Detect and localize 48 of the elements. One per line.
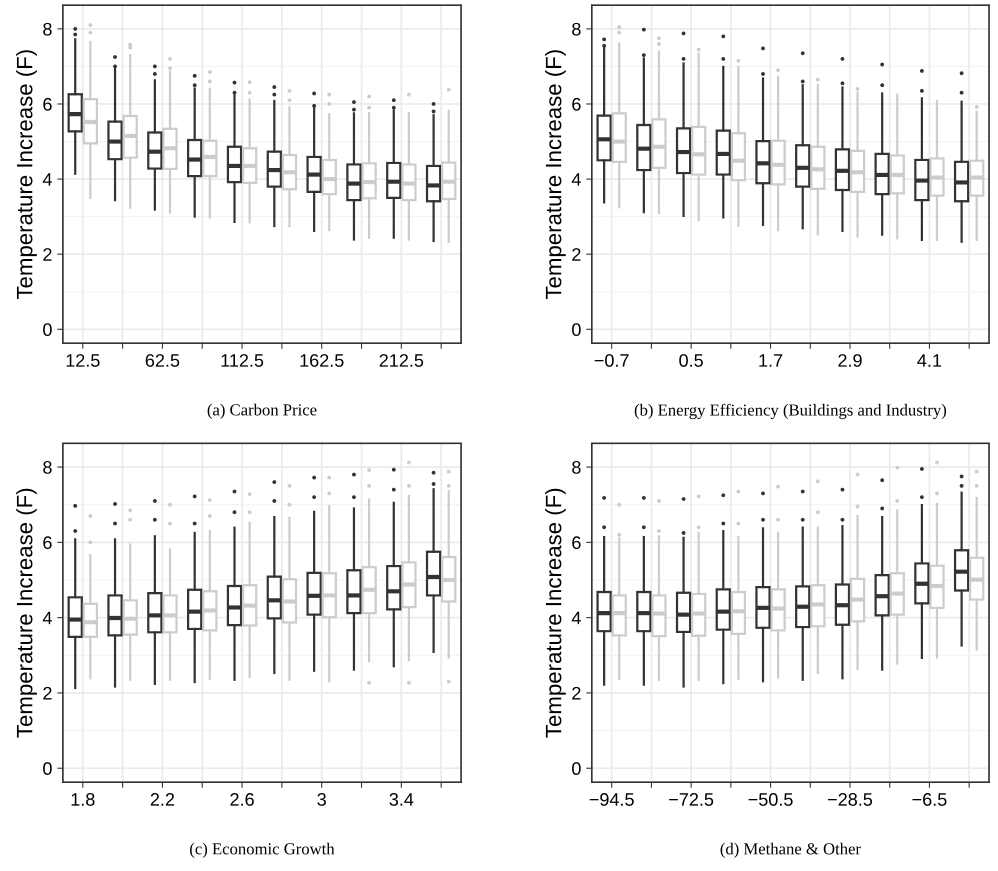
x-tick-label: 12.5	[66, 354, 100, 367]
x-tick-label: 2.6	[230, 793, 254, 806]
x-tick-label: −94.5	[590, 793, 634, 806]
x-tick-label: 3	[317, 793, 326, 806]
x-tick-label: −6.5	[912, 793, 947, 806]
y-tick-label: 8	[572, 460, 581, 474]
y-tick-label: 4	[572, 173, 581, 186]
y-axis-title: Temperature Increase (F)	[16, 488, 37, 738]
y-tick-label: 2	[572, 686, 580, 700]
x-tick-label: 1.7	[759, 354, 782, 367]
x-axis-title: (a) Carbon Price	[208, 404, 316, 419]
y-axis-title: Temperature Increase (F)	[16, 50, 37, 300]
y-tick-label: 2	[572, 248, 580, 261]
x-axis-title: (c) Economic Growth	[190, 842, 334, 858]
x-tick-label: −72.5	[669, 793, 714, 806]
y-tick-label: 2	[43, 248, 52, 261]
y-tick-label: 0	[572, 762, 581, 775]
y-tick-label: 0	[43, 323, 52, 336]
y-axis-title: Temperature Increase (F)	[545, 488, 566, 738]
y-axis-title: Temperature Increase (F)	[545, 50, 566, 300]
y-tick-label: 8	[572, 22, 581, 36]
x-tick-label: 212.5	[380, 354, 424, 367]
y-tick-label: 4	[42, 612, 52, 624]
y-tick-label: 6	[43, 536, 52, 550]
y-tick-label: 4	[572, 612, 581, 624]
y-tick-label: 2	[43, 686, 52, 700]
y-tick-label: 8	[43, 460, 52, 474]
y-tick-label: 6	[572, 536, 581, 550]
x-axis-title: (b) Energy Efficiency (Buildings and Industry)	[634, 404, 946, 420]
y-tick-label: 0	[572, 323, 581, 336]
x-tick-label: 2.2	[150, 793, 174, 806]
y-tick-label: 4	[42, 173, 52, 186]
y-tick-label: 0	[43, 762, 52, 775]
x-tick-label: 162.5	[300, 354, 344, 367]
y-tick-label: 6	[43, 98, 52, 111]
x-tick-label: 112.5	[222, 354, 264, 367]
x-tick-label: 4.1	[917, 354, 942, 367]
x-tick-label: 2.9	[838, 354, 862, 367]
x-tick-label: 0.5	[679, 354, 703, 367]
x-tick-label: 3.4	[389, 793, 414, 806]
x-tick-label: 62.5	[146, 354, 180, 367]
y-tick-label: 8	[43, 22, 52, 36]
x-axis-title: (d) Methane & Other	[720, 842, 861, 858]
x-tick-label: 1.8	[72, 793, 95, 806]
x-tick-label: −50.5	[748, 793, 793, 806]
x-tick-label: −0.7	[594, 354, 629, 367]
x-tick-label: −28.5	[828, 793, 872, 806]
y-tick-label: 6	[572, 98, 581, 111]
